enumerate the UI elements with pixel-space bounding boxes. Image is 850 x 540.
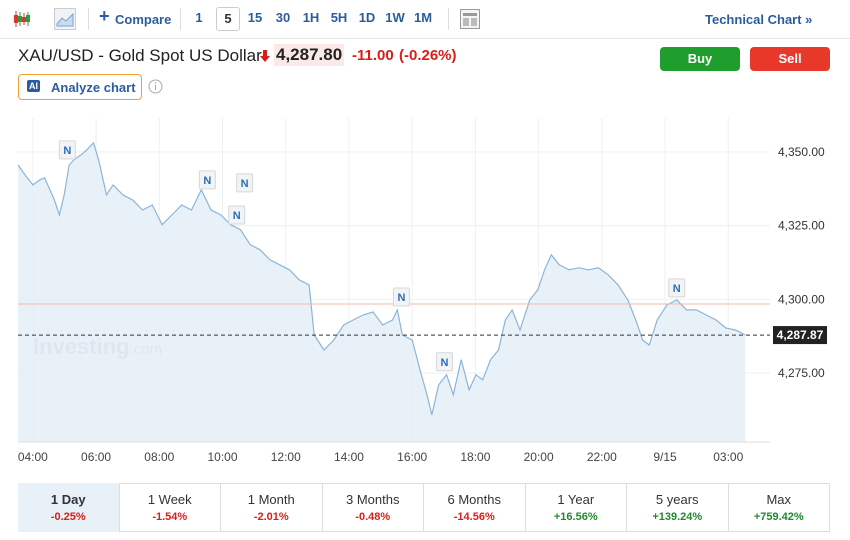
news-marker-label: N [673, 283, 681, 295]
period-label: 6 Months [447, 492, 501, 507]
y-tick-label: 4,275.00 [778, 366, 825, 380]
ai-badge: AI [27, 80, 40, 92]
x-tick-label: 22:00 [587, 450, 617, 464]
news-marker[interactable]: N [58, 140, 76, 160]
plus-icon: + [99, 6, 110, 26]
down-arrow [260, 50, 270, 62]
price-line [17, 141, 746, 416]
timeframe-button[interactable]: 1H [302, 10, 320, 25]
chart: 04:00 06:00 08:00 10:00 12:00 14:00 16:00 18:00… [17, 118, 827, 464]
period-change: -1.54% [152, 511, 188, 523]
news-marker[interactable]: N [228, 205, 246, 225]
last-price-box [773, 326, 827, 345]
period-tab[interactable]: Max +759.42% [729, 483, 830, 532]
candle-icon [14, 11, 30, 27]
news-marker-box [198, 170, 216, 190]
x-tick-label: 14:00 [334, 450, 364, 464]
separator [180, 8, 181, 30]
period-label: 1 Day [50, 492, 86, 507]
timeframe-button[interactable]: 5 [216, 7, 240, 31]
timeframe-button[interactable]: 1 [195, 10, 203, 25]
layout-icon[interactable] [460, 9, 480, 29]
period-label: 1 Year [557, 492, 595, 507]
x-tick-label: 20:00 [524, 450, 554, 464]
period-tab[interactable]: 1 Year +16.56% [526, 483, 627, 532]
x-tick-label: 04:00 [18, 450, 48, 464]
x-tick-label: 10:00 [208, 450, 238, 464]
area-fill [18, 142, 746, 443]
news-marker[interactable]: N [392, 287, 410, 307]
timeframe-button[interactable]: 1M [413, 10, 433, 25]
divider [0, 38, 850, 39]
period-tab[interactable]: 6 Months -14.56% [424, 483, 526, 532]
period-label: 5 years [655, 492, 699, 507]
news-marker-label: N [397, 292, 405, 304]
timeframe-button[interactable]: 5H [330, 10, 348, 25]
period-label: 1 Week [147, 492, 192, 507]
timeframe-button[interactable]: 15 [247, 10, 263, 25]
period-tab[interactable]: 3 Months -0.48% [323, 483, 424, 532]
separator [88, 8, 89, 30]
period-change: -2.01% [253, 511, 289, 523]
period-change: -0.25% [50, 511, 86, 523]
compare-button[interactable]: Compare [115, 12, 172, 27]
period-change: -0.48% [355, 511, 391, 523]
info-icon[interactable] [148, 79, 163, 94]
news-marker[interactable]: N [668, 278, 686, 298]
news-marker-label: N [63, 145, 71, 157]
period-change: +759.42% [753, 511, 804, 523]
news-marker-label: N [233, 210, 241, 222]
x-tick-label: 08:00 [144, 450, 174, 464]
period-change: -14.56% [453, 511, 495, 523]
news-marker-box [58, 140, 76, 160]
x-tick-label: 9/15 [653, 450, 677, 464]
x-tick-label: 06:00 [81, 450, 111, 464]
news-marker[interactable]: N [198, 170, 216, 190]
sell-button[interactable]: Sell [750, 47, 830, 71]
buy-button[interactable]: Buy [660, 47, 740, 71]
x-tick-label: 16:00 [397, 450, 427, 464]
y-tick-label: 4,325.00 [778, 219, 825, 233]
separator [448, 8, 449, 30]
area-icon[interactable] [54, 8, 76, 30]
change-percent: (-0.26%) [399, 47, 457, 64]
news-marker-label: N [203, 175, 211, 187]
timeframe-button[interactable]: 1D [358, 10, 376, 25]
timeframe-button[interactable]: 1W [385, 10, 405, 25]
period-label: 3 Months [346, 492, 400, 507]
y-tick-label: 4,300.00 [778, 292, 825, 306]
period-tab[interactable]: 1 Month -2.01% [221, 483, 323, 532]
news-marker-box [228, 205, 246, 225]
technical-chart-link[interactable]: Technical Chart » [705, 12, 813, 27]
news-marker[interactable]: N [435, 352, 453, 372]
news-marker-box [668, 278, 686, 298]
x-tick-label: 03:00 [713, 450, 743, 464]
period-tab[interactable]: 1 Day -0.25% [18, 483, 120, 532]
timeframe-button[interactable]: 30 [275, 10, 291, 25]
news-marker-label: N [241, 178, 249, 190]
news-marker-box [236, 173, 254, 193]
y-tick-label: 4,350.00 [778, 145, 825, 159]
symbol-title: XAU/USD - Gold Spot US Dollar [18, 46, 262, 65]
x-tick-label: 12:00 [271, 450, 301, 464]
news-marker-label: N [440, 357, 448, 369]
period-label: Max [766, 492, 792, 507]
x-tick-label: 18:00 [460, 450, 490, 464]
period-change: +139.24% [652, 511, 703, 523]
analyze-label: Analyze chart [51, 80, 136, 95]
period-label: 1 Month [247, 492, 295, 507]
last-price-label: 4,287.87 [777, 328, 824, 342]
news-marker-box [435, 352, 453, 372]
period-change: +16.56% [553, 511, 598, 523]
change: -11.00 [352, 47, 394, 64]
news-marker[interactable]: N [236, 173, 254, 193]
news-marker-box [392, 287, 410, 307]
analyze-button[interactable]: AI Analyze chart [18, 74, 142, 100]
period-tab[interactable]: 5 years +139.24% [627, 483, 729, 532]
period-tab[interactable]: 1 Week -1.54% [120, 483, 221, 532]
price: 4,287.80 [274, 44, 345, 66]
